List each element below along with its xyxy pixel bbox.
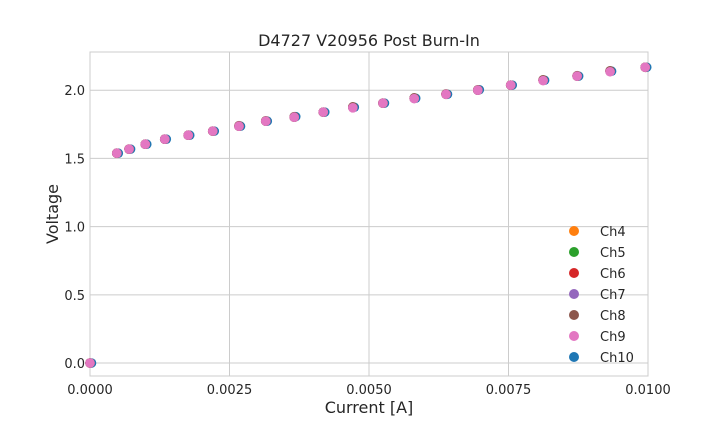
plot-frame <box>89 51 649 377</box>
ticks: 0.0000 0.0025 0.0050 0.0075 0.0100 0.0 0.5 1.0 1… <box>64 84 670 398</box>
legend-label: Ch10 <box>600 351 634 366</box>
data-point-ch9 <box>409 93 419 104</box>
legend-label: Ch4 <box>600 225 626 240</box>
data-point-ch9 <box>348 102 358 113</box>
data-point-ch9 <box>111 148 122 159</box>
data-point-ch9 <box>234 121 244 132</box>
grid <box>89 52 649 376</box>
legend-label: Ch8 <box>600 309 626 324</box>
legend-marker-ch10 <box>569 352 579 362</box>
data-point-ch9 <box>473 85 483 95</box>
data-point-ch9 <box>378 98 388 108</box>
y-tick-label: 1.5 <box>64 152 85 167</box>
x-axis-label: Current [A] <box>325 398 414 417</box>
data-point-ch9 <box>183 130 194 141</box>
x-tick-label: 0.0050 <box>346 383 392 398</box>
y-tick-label: 1.0 <box>64 221 85 236</box>
data-point-ch9 <box>605 66 615 77</box>
data-point-ch9 <box>572 71 582 81</box>
x-tick-label: 0.0000 <box>67 383 113 398</box>
data-point-ch9 <box>318 107 329 117</box>
data-point-ch9 <box>505 80 516 90</box>
data-point-ch9 <box>640 62 651 73</box>
legend-marker-ch7 <box>569 289 579 299</box>
y-tick-label: 0.5 <box>64 289 85 304</box>
data-point-ch9 <box>289 112 300 123</box>
x-tick-label: 0.0075 <box>486 383 532 398</box>
legend-label: Ch6 <box>600 267 626 282</box>
data-point-ch9 <box>159 134 170 144</box>
x-tick-label: 0.0025 <box>207 383 253 398</box>
data-point-ch9 <box>124 144 134 154</box>
data-point-ch9 <box>538 75 548 86</box>
data-point-ch9 <box>140 139 151 150</box>
legend-marker-ch8 <box>569 310 579 320</box>
legend-marker-ch6 <box>569 268 579 278</box>
y-tick-label: 2.0 <box>64 84 85 99</box>
legend-marker-ch4 <box>569 226 579 236</box>
legend-label: Ch9 <box>600 330 626 345</box>
y-tick-label: 0.0 <box>64 357 85 372</box>
data-point-ch9 <box>207 126 218 136</box>
chart-title: D4727 V20956 Post Burn-In <box>258 31 480 50</box>
data-point-ch9 <box>85 358 95 368</box>
data-point-ch9 <box>260 116 271 126</box>
legend-marker-ch9 <box>569 331 579 341</box>
legend: Ch4 Ch5 Ch6 Ch7 Ch8 Ch9 Ch10 <box>569 225 634 366</box>
y-axis-label: Voltage <box>43 184 62 244</box>
points <box>85 62 652 368</box>
data-point-ch9 <box>441 89 451 100</box>
legend-marker-ch5 <box>569 247 579 257</box>
legend-label: Ch5 <box>600 246 626 261</box>
legend-label: Ch7 <box>600 288 626 303</box>
x-tick-label: 0.0100 <box>625 383 671 398</box>
